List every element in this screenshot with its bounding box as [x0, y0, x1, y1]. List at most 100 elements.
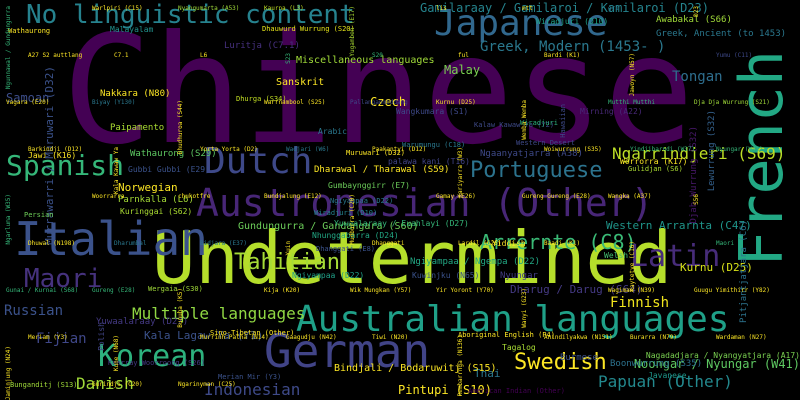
- word-nakkara-n80: Nakkara (N80): [100, 89, 171, 99]
- word-undetermined: Undetermined: [152, 216, 673, 300]
- word-wiradjuri-d10: Wiradjuri (D10): [314, 209, 378, 217]
- word-tagalog: Tagalog: [502, 343, 536, 352]
- word-bindjali-bodaruwitj-s15: Bindjali / Bodaruwitj (S15): [334, 363, 497, 374]
- word-dutch: Dutch: [204, 141, 313, 182]
- word-ngiyampaa-ngempa-d22: Ngiyampaa / Ngempa (D22): [410, 257, 541, 267]
- word-kurnu-d25: Kurnu (D25): [436, 99, 476, 106]
- word-warumungu-c18: Warumungu (C18): [402, 141, 466, 149]
- word-gunai-kurnai-s68: Gunai / Kurnai (S68): [6, 287, 79, 294]
- word-wik-mungkan-y57: Wik Mungkan (Y57): [350, 287, 412, 294]
- word-kuwinjku-n65: Kuwinjku (N65): [412, 271, 480, 280]
- word-ngunnawal-gundungurra: Ngunnawal / Gundungurra: [5, 6, 12, 90]
- word-swedish: Swedish: [514, 350, 607, 375]
- word-malay: Malay: [444, 63, 481, 77]
- word-awabakal-s66: Awabakal (S66): [656, 15, 732, 25]
- word-fijian: Fijian: [36, 331, 87, 347]
- word-pitjantjatjara-c6: Pitjantjatjara (C6): [739, 220, 749, 323]
- word-wagiman-n39: Wagiman (N39): [608, 287, 655, 294]
- word-gamilaraay-gamilaroi-kamilaroi-d23: Gamilaraay / Gamilaroi / Kamilaroi (D23): [420, 1, 709, 15]
- word-yumu-c11: Yumu (C11): [716, 52, 753, 59]
- word-djab-wurrung-s32: Djab Wurrung (S32): [689, 126, 699, 224]
- word-paakantyi-d12: Paakantyi (D12): [372, 146, 427, 153]
- word-pallanganmiddang: Pallanganmiddang: [350, 99, 408, 106]
- word-miscellaneous-languages: Miscellaneous languages: [296, 55, 435, 66]
- word-russian: Russian: [4, 303, 64, 319]
- word-paipamento: Paipamento: [110, 123, 165, 133]
- word-finnish: Finnish: [610, 295, 670, 311]
- word-javanese: Javanese: [648, 371, 687, 380]
- word-lardil-g26: Lardil (G26): [458, 240, 502, 247]
- word-american-indian-other: American Indian (Other): [468, 387, 565, 395]
- word-multiple-languages: Multiple languages: [132, 304, 306, 323]
- word-bidjara-e37: Bidjara (E37): [200, 240, 247, 247]
- word-gubbi-gubbi-e29: Gubbi Gubbi (E29): [128, 165, 210, 174]
- word-woorrarra: Woorrarra: [92, 193, 125, 200]
- word-dhuwal-n198: Dhuwal (N198): [28, 240, 75, 247]
- word-bunganditj-s13: Bunganditj (S13): [10, 381, 78, 389]
- word-arabic: Arabic: [318, 127, 347, 136]
- word-biyay-y130: Biyay (Y130): [92, 99, 136, 106]
- word-baadi-k1: Baadi (K1): [544, 240, 581, 247]
- word-nhunggabarra-d24: Nhunggabarra (D24): [312, 231, 399, 240]
- word-gaagudju-n42: Gaagudju (N42): [286, 334, 337, 341]
- word-mudburra-c20: Mudburra (C20): [349, 194, 356, 245]
- word-kala-lagaw-ya-y1: Kala Lagaw Ya (Y1): [144, 329, 264, 342]
- word-meriam-y3: Meriam (Y3): [28, 334, 68, 341]
- word-barkindji-d12: Barkindji (D12): [28, 146, 83, 153]
- word-gri: gri: [608, 5, 619, 12]
- word-anindilyakwa-n151: Anindilyakwa (N151): [544, 334, 613, 341]
- word-malayalam: Malayalam: [110, 25, 154, 34]
- word-rembarrnga-n136: Rembarrnga (N136): [457, 335, 464, 397]
- word-sanskrit: Sanskrit: [276, 77, 325, 88]
- word-l6: L6: [200, 52, 208, 59]
- word-nyangumarta-a53: Nyangumarta (A53): [178, 5, 240, 12]
- word-dharug-darug-s64: Dharug / Darug (S64): [510, 283, 643, 296]
- word-c7-1: C7.1: [114, 52, 129, 59]
- word-german: German: [264, 324, 431, 378]
- word-nyungar: Nyungar: [500, 271, 538, 281]
- word-warrnambool-s25: Warrnambool (S25): [264, 99, 326, 106]
- word-kaytetye-c16: Kaytetye (C16): [629, 241, 636, 292]
- word-yuin: Yuin: [285, 241, 292, 256]
- word-wemba-wemba: Wemba Wemba: [521, 100, 528, 140]
- word-wangka-a37: Wangka (A37): [608, 193, 652, 200]
- word-wardaman-n27: Wardaman (N27): [716, 334, 767, 341]
- word-welsh: Welsh: [604, 251, 629, 260]
- word-yuwaalaraay-d27: Yuwaalaraay (D27): [96, 317, 189, 327]
- word-latin: Latin: [630, 239, 721, 274]
- word-palawa-kani-t16: palawa kani (T16): [388, 157, 470, 166]
- word-danish: Danish: [76, 374, 134, 393]
- word-kalaw-kawaw-ya-y2: Kalaw Kawaw Ya (Y2): [474, 121, 555, 129]
- word-spanish: Spanish: [6, 149, 125, 182]
- word-s56: S56: [693, 194, 700, 205]
- word-australian-languages: Australian languages: [296, 299, 730, 340]
- word-yiddish: Yiddish: [492, 239, 526, 248]
- word-hawaiian: Hawaiian: [559, 104, 567, 138]
- word-dhauwurd-wurrung-s20: Dhauwurd Wurrung (S20): [262, 25, 355, 33]
- word-yir-yoront-y70: Yir Yoront (Y70): [436, 287, 494, 294]
- word-kurnu-d25: Kurnu (D25): [680, 261, 753, 274]
- word-nyungar-w41: Nyungar (W41): [716, 146, 763, 153]
- word-ful: ful: [458, 52, 469, 59]
- word-italian: Italian: [14, 212, 208, 266]
- word-dhanggati-e8: Dhanggati (E8): [316, 245, 376, 253]
- word-warlpiri-c15: Warlpiri (C15): [92, 5, 143, 12]
- word-austronesian-other: Austronesian (Other): [196, 181, 654, 225]
- word-chinese: Chinese: [62, 4, 695, 178]
- word-maori: Maori: [24, 264, 103, 294]
- word-tahitian: Tahitian: [234, 250, 340, 275]
- word-western-arrarnta-c47: Western Arrarnta (C47): [606, 219, 752, 232]
- word-czech: Czech: [370, 95, 407, 109]
- word-norwegian: Norwegian: [118, 181, 178, 194]
- word-kuringgai-s62: Kuringgai (S62): [120, 207, 193, 216]
- word-mirning-a22: Mirning (A22): [580, 107, 643, 116]
- word-japanese: Japanese: [434, 3, 608, 44]
- word-kala-kawaw-ya: Kala Kawaw Ya: [113, 147, 120, 194]
- word-yugambeh-e17: Yugambeh (E17): [349, 6, 356, 57]
- word-gumbaynggirr-e7: Gumbaynggirr (E7): [328, 181, 410, 190]
- word-burmese: Burmese: [560, 353, 598, 363]
- word-wanyi-g23: Wanyi (G23): [521, 288, 528, 328]
- word-woiwurrung-s35: Woiwurrung (S35): [544, 146, 602, 153]
- word-s20: S20: [372, 52, 383, 59]
